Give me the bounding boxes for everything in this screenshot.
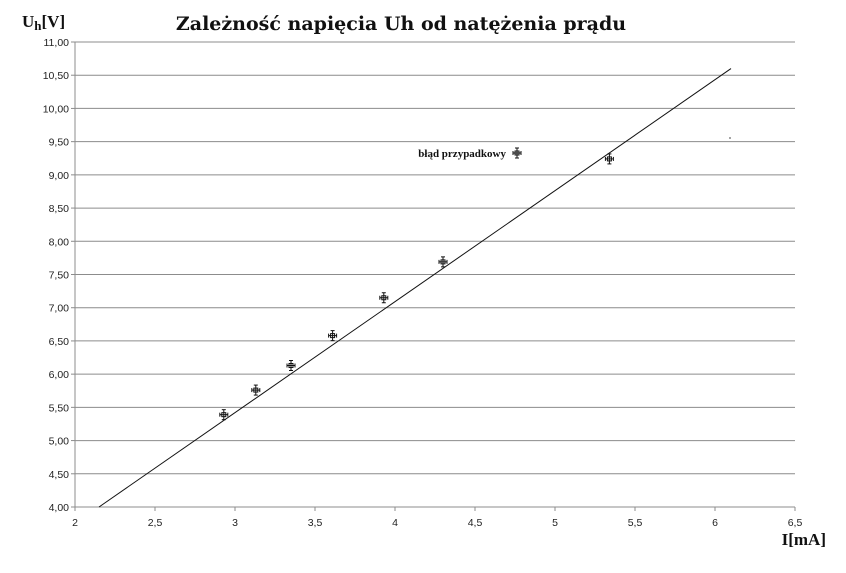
axes — [74, 42, 796, 511]
x-tick-label: 4 — [392, 517, 398, 529]
x-tick-labels: 2 2,5 3 3,5 4 4,5 5 5,5 6 6,5 — [72, 517, 802, 529]
y-tick-label: 10,50 — [43, 70, 69, 82]
x-tick-label: 6,5 — [788, 517, 803, 529]
y-axis-label-main: U — [22, 12, 34, 31]
y-axis-label-subscript: h — [34, 18, 42, 33]
gridlines — [71, 41, 795, 508]
y-tick-label: 10,00 — [43, 103, 69, 115]
data-point — [379, 292, 389, 304]
x-tick-label: 3 — [232, 517, 238, 529]
x-axis-label: I[mA] — [782, 530, 826, 549]
y-axis-label: Uh[V] — [22, 12, 65, 33]
x-tick-label: 5,5 — [628, 517, 643, 529]
data-points — [219, 153, 614, 421]
legend: błąd przypadkowy — [418, 147, 522, 160]
data-point — [438, 256, 448, 268]
x-tick-label: 4,5 — [468, 517, 483, 529]
y-tick-label: 11,00 — [44, 37, 70, 49]
y-tick-label: 9,00 — [49, 170, 70, 182]
y-tick-label: 8,50 — [49, 203, 70, 215]
data-point — [251, 384, 261, 396]
data-point — [219, 409, 229, 421]
x-tick-label: 6 — [712, 517, 718, 529]
y-tick-label: 7,50 — [49, 270, 70, 282]
y-tick-label: 4,50 — [49, 469, 70, 481]
y-tick-label: 9,50 — [49, 137, 70, 149]
data-point — [286, 360, 296, 372]
x-tick-label: 2 — [72, 517, 78, 529]
regression-line — [98, 68, 732, 508]
trend-line — [98, 68, 732, 508]
chart-title: Zależność napięcia Uh od natężenia prądu — [176, 13, 626, 35]
data-point — [328, 330, 338, 342]
legend-error-marker — [512, 147, 522, 159]
y-axis-label-unit: [V] — [42, 12, 66, 31]
legend-marker-symbol — [512, 147, 522, 159]
y-tick-label: 5,50 — [49, 402, 70, 414]
y-tick-label: 6,50 — [49, 336, 70, 348]
legend-label: błąd przypadkowy — [418, 148, 506, 160]
data-point — [604, 153, 614, 165]
y-tick-label: 8,00 — [49, 236, 70, 248]
y-tick-label: 5,00 — [49, 436, 70, 448]
x-tick-label: 3,5 — [308, 517, 323, 529]
x-tick-label: 2,5 — [148, 517, 163, 529]
y-tick-label: 6,00 — [49, 369, 70, 381]
x-tick-label: 5 — [552, 517, 558, 529]
stray-dot — [729, 137, 731, 139]
y-tick-labels: 4,00 4,50 5,00 5,50 6,00 6,50 7,00 7,50 8,00 8,50… — [43, 37, 69, 514]
y-tick-label: 7,00 — [49, 303, 70, 315]
y-tick-label: 4,00 — [49, 502, 70, 514]
